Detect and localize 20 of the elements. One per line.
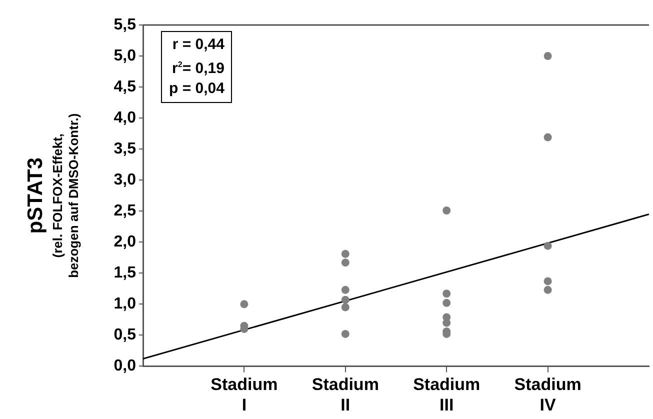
y-tick-label: 5,5 bbox=[114, 16, 136, 34]
y-tick-label: 4,0 bbox=[114, 109, 136, 126]
y-tick-label: 1,0 bbox=[114, 296, 136, 313]
y-tick-label: 2,5 bbox=[114, 202, 136, 220]
y-tick-label: 3,0 bbox=[114, 171, 136, 188]
y-tick-label: 1,5 bbox=[114, 264, 136, 282]
annotation: r$^{2}$= 0,19 bbox=[171, 59, 224, 79]
y-tick-label: 0,0 bbox=[114, 358, 136, 375]
y-tick-label: 2,0 bbox=[114, 234, 136, 251]
x-tick-label: Stadium I bbox=[210, 375, 278, 414]
y-tick-label: 5,0 bbox=[114, 47, 136, 64]
x-tick-label: Stadium IV bbox=[514, 375, 582, 414]
x-tick-label: Stadium II bbox=[312, 375, 379, 414]
y-tick-label: 0,5 bbox=[114, 326, 136, 344]
y-axis-title: pSTAT3 (rel. FOLFOX-Effekt, bezogen auf DMSO-Kontr.) bbox=[24, 113, 81, 278]
y-tick-label: 4,5 bbox=[114, 78, 136, 96]
annotation: r = 0,44 bbox=[171, 35, 224, 55]
y-tick-label: 3,5 bbox=[114, 140, 136, 158]
x-tick-label: Stadium III bbox=[413, 375, 480, 414]
annotation: p = 0,04 bbox=[169, 79, 224, 99]
